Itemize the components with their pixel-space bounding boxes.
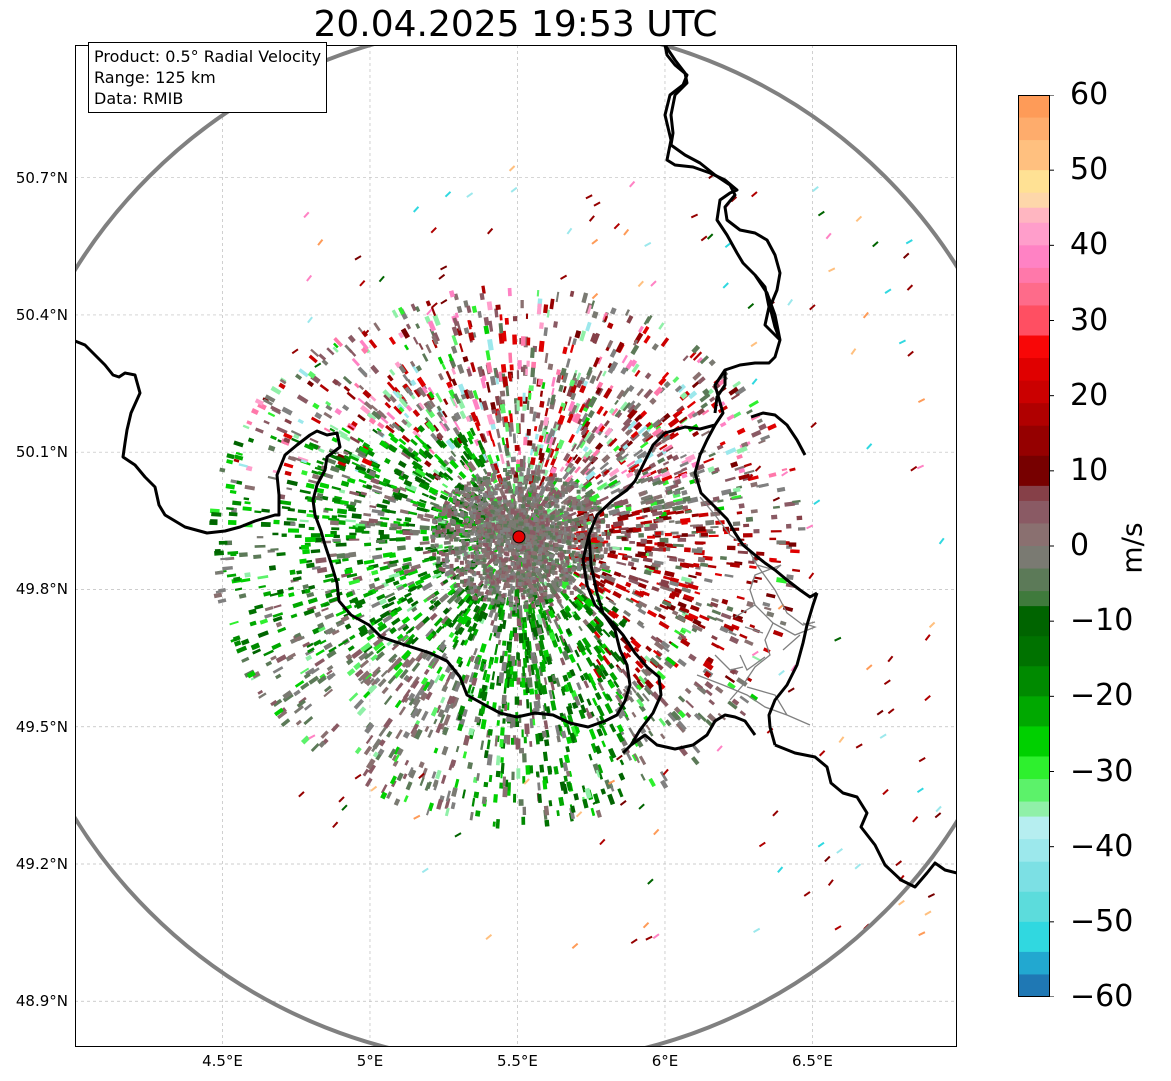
- colorbar-band: [1018, 666, 1050, 697]
- colorbar-band: [1018, 207, 1050, 224]
- colorbar-band: [1018, 455, 1050, 487]
- colorbar-band: [1018, 500, 1050, 525]
- colorbar-frame: [1018, 95, 1050, 997]
- colorbar-band: [1018, 358, 1050, 382]
- range-label: Range: 125 km: [94, 68, 216, 87]
- colorbar-band: [1018, 861, 1050, 893]
- colorbar-band: [1018, 974, 1050, 997]
- colorbar-band: [1018, 403, 1050, 427]
- velocity-colorbar: [1018, 95, 1054, 997]
- radar-map[interactable]: [75, 45, 957, 1047]
- germany-border-north: [663, 45, 782, 341]
- colorbar-band: [1018, 546, 1050, 570]
- colorbar-band: [1018, 921, 1050, 953]
- lat-tick-label: 50.1°N: [15, 443, 68, 462]
- colorbar-band: [1018, 951, 1050, 976]
- colorbar-tick-label: −10: [1070, 603, 1134, 639]
- colorbar-band: [1018, 606, 1050, 637]
- lat-tick-label: 50.7°N: [15, 168, 68, 187]
- colorbar-tick-label: −40: [1070, 828, 1134, 864]
- colorbar-tick-label: −20: [1070, 678, 1134, 714]
- colorbar-tick-label: 50: [1070, 152, 1109, 188]
- colorbar-band: [1018, 117, 1050, 141]
- colorbar-band: [1018, 485, 1050, 502]
- colorbar-band: [1018, 267, 1050, 284]
- lat-tick-label: 49.2°N: [15, 854, 68, 873]
- colorbar-band: [1018, 726, 1050, 758]
- colorbar-band: [1018, 801, 1050, 818]
- data-source-label: Data: RMIB: [94, 89, 184, 108]
- colorbar-band: [1018, 95, 1050, 119]
- colorbar-tick-label: −50: [1070, 903, 1134, 939]
- colorbar-unit-label: m/s: [1115, 522, 1149, 574]
- colorbar-tick-label: 10: [1070, 452, 1109, 488]
- lat-tick-label: 50.4°N: [15, 305, 68, 324]
- plot-title: 20.04.2025 19:53 UTC: [313, 4, 718, 45]
- colorbar-band: [1018, 335, 1050, 359]
- colorbar-tick-label: −60: [1070, 979, 1134, 1014]
- velocity-echoes: [209, 165, 945, 950]
- lon-tick-label: 4.5°E: [202, 1052, 243, 1070]
- colorbar-band: [1018, 192, 1050, 209]
- colorbar-band: [1018, 140, 1050, 171]
- map-frame: [75, 45, 957, 1047]
- colorbar-band: [1018, 380, 1050, 404]
- colorbar-band: [1018, 591, 1050, 607]
- lon-tick-label: 6.5°E: [792, 1052, 833, 1070]
- colorbar-band: [1018, 816, 1050, 840]
- colorbar-band: [1018, 839, 1050, 863]
- product-info-box: Product: 0.5° Radial Velocity Range: 125…: [88, 42, 328, 113]
- colorbar-tick-label: 0: [1070, 528, 1090, 563]
- colorbar-band: [1018, 305, 1050, 337]
- colorbar-band: [1018, 222, 1050, 246]
- colorbar-tick-label: 30: [1070, 302, 1109, 338]
- colorbar-band: [1018, 170, 1050, 194]
- lat-tick-label: 48.9°N: [15, 992, 68, 1011]
- colorbar-band: [1018, 282, 1050, 307]
- product-label: Product: 0.5° Radial Velocity: [94, 47, 322, 66]
- radar-site-marker: [512, 530, 526, 544]
- colorbar-band: [1018, 523, 1050, 547]
- colorbar-tick-label: 40: [1070, 227, 1109, 263]
- colorbar-band: [1018, 891, 1050, 923]
- lon-tick-label: 5.5°E: [497, 1052, 538, 1070]
- lat-tick-label: 49.8°N: [15, 580, 68, 599]
- colorbar-tick-label: 60: [1070, 77, 1109, 112]
- colorbar-band: [1018, 696, 1050, 727]
- colorbar-band: [1018, 779, 1050, 803]
- colorbar-band: [1018, 245, 1050, 269]
- colorbar-tick-label: −30: [1070, 753, 1134, 789]
- lon-tick-label: 6°E: [651, 1052, 679, 1070]
- lon-tick-label: 5°E: [356, 1052, 384, 1070]
- lat-tick-label: 49.5°N: [15, 717, 68, 736]
- colorbar-band: [1018, 756, 1050, 780]
- colorbar-band: [1018, 425, 1050, 457]
- colorbar-band: [1018, 636, 1050, 667]
- colorbar-tick-label: 20: [1070, 377, 1109, 413]
- colorbar-band: [1018, 568, 1050, 592]
